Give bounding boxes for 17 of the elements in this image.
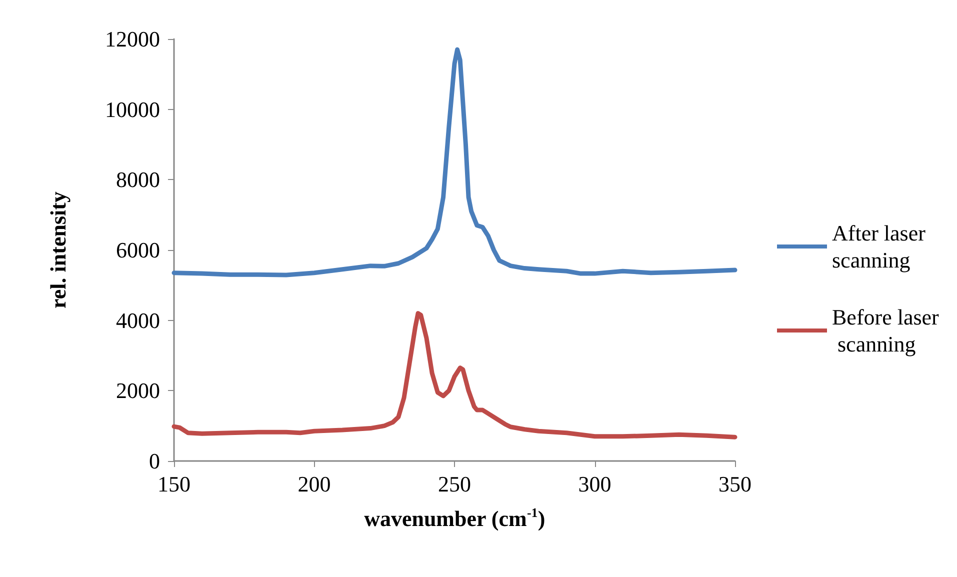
x-tick-label: 150 <box>158 472 190 496</box>
y-tick-label: 0 <box>149 448 160 474</box>
y-tick-label: 8000 <box>116 167 160 192</box>
y-axis-title: rel. intensity <box>46 192 70 308</box>
x-tick-label: 300 <box>578 472 612 496</box>
x-tick-label: 350 <box>718 472 752 496</box>
y-tick-label: 10000 <box>105 96 160 122</box>
legend-label: Before laser scanning <box>832 304 940 356</box>
x-tick-label: 200 <box>298 472 331 496</box>
legend-label: After laser scanning <box>832 220 931 272</box>
x-tick-label: 250 <box>438 472 471 496</box>
y-tick-label: 4000 <box>116 308 160 333</box>
y-tick-label: 12000 <box>105 26 160 52</box>
y-tick-label: 6000 <box>116 238 160 262</box>
line-series <box>172 311 738 440</box>
y-tick-label: 2000 <box>116 378 160 404</box>
line-series <box>172 47 738 278</box>
